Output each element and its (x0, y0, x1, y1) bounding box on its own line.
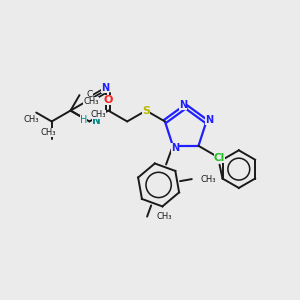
Text: H: H (80, 116, 88, 125)
Text: N: N (101, 83, 109, 93)
Text: N: N (205, 116, 213, 125)
Text: CH₃: CH₃ (23, 115, 39, 124)
Text: CH₃: CH₃ (201, 175, 216, 184)
Text: CH₃: CH₃ (83, 97, 99, 106)
Text: C: C (86, 90, 93, 99)
Text: CH₃: CH₃ (41, 128, 56, 137)
Text: S: S (142, 106, 150, 116)
Text: CH₃: CH₃ (91, 110, 106, 119)
Text: N: N (171, 143, 179, 153)
Text: O: O (103, 95, 113, 105)
Text: N: N (178, 100, 187, 110)
Text: N: N (92, 116, 101, 127)
Text: Cl: Cl (214, 153, 225, 163)
Text: CH₃: CH₃ (156, 212, 172, 221)
